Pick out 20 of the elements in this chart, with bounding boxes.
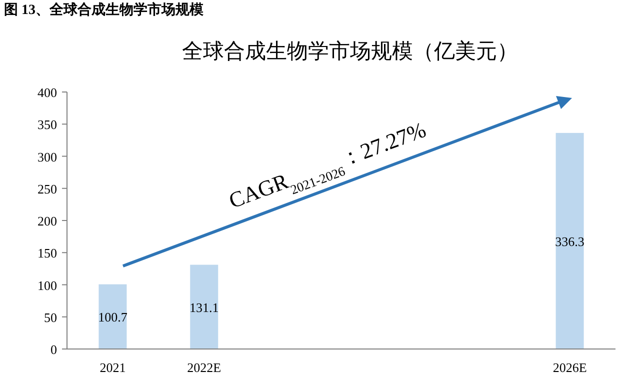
bar xyxy=(190,264,218,349)
caption: 图 13、全球合成生物学市场规模 xyxy=(4,1,204,18)
data-label: 131.1 xyxy=(190,300,219,315)
y-tick-label: 250 xyxy=(38,181,57,196)
x-tick-label: 2026E xyxy=(552,360,587,375)
bar xyxy=(98,284,127,349)
bar xyxy=(556,132,584,349)
y-tick-label: 200 xyxy=(38,214,57,228)
y-tick-label: 100 xyxy=(38,278,57,293)
x-tick-label: 2022E xyxy=(187,360,222,375)
chart-title: 全球合成生物学市场规模（亿美元） xyxy=(182,39,518,63)
y-tick-label: 350 xyxy=(38,117,57,132)
y-tick-label: 50 xyxy=(44,310,57,325)
data-label: 100.7 xyxy=(98,310,128,325)
data-label: 336.3 xyxy=(555,234,584,249)
y-tick-label: 0 xyxy=(50,342,57,357)
y-tick-label: 150 xyxy=(38,246,57,261)
y-tick-label: 300 xyxy=(38,149,57,164)
x-tick-label: 2021 xyxy=(100,360,126,375)
y-tick-label: 400 xyxy=(38,85,57,100)
